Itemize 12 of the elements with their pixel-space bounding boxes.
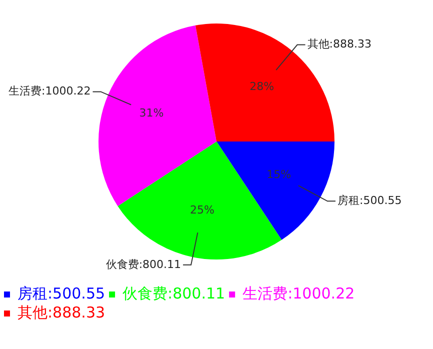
text: 28% xyxy=(250,80,274,94)
text: 31% xyxy=(139,106,164,120)
legend-label: 其他:888.33 xyxy=(18,303,106,322)
text: 15% xyxy=(266,168,292,181)
text: 25% xyxy=(190,204,214,217)
slice-label: 伙食费:800.11 xyxy=(106,258,182,271)
legend-label: 生活费:1000.22 xyxy=(242,284,355,302)
legend-label: 房租:500.55 xyxy=(18,284,106,302)
slice-label: 生活费:1000.22 xyxy=(8,84,91,98)
legend-label: 伙食费:800.11 xyxy=(122,284,226,302)
slice-label: 房租:500.55 xyxy=(337,194,402,207)
slice-label: 其他:888.33 xyxy=(307,38,372,51)
